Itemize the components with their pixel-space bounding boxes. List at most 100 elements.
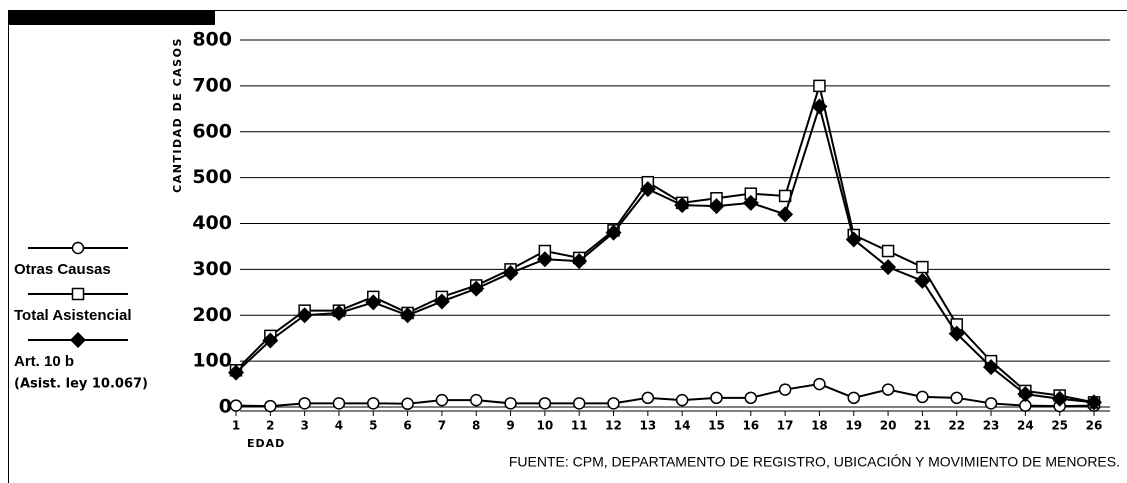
point	[950, 391, 963, 405]
y-tick-label: 100	[192, 350, 232, 372]
x-tick-label: 19	[845, 419, 862, 433]
x-tick-label: 25	[1051, 419, 1068, 433]
x-tick-label: 21	[914, 419, 931, 433]
x-tick-label: 24	[1017, 419, 1034, 433]
point	[469, 393, 483, 407]
point	[1017, 386, 1034, 403]
x-tick-label: 2	[266, 419, 274, 433]
y-tick-label: 500	[192, 166, 232, 188]
point	[948, 325, 965, 342]
point	[296, 307, 313, 324]
legend-label: Otras Causas	[14, 261, 111, 278]
x-axis-label: EDAD	[247, 437, 285, 450]
point	[639, 181, 656, 198]
x-tick-label: 7	[438, 419, 446, 433]
legend-label: Art. 10 b	[14, 353, 74, 370]
point	[401, 397, 414, 411]
x-tick-label: 20	[880, 419, 897, 433]
series-line	[235, 383, 1095, 408]
point	[847, 391, 861, 405]
x-tick-label: 17	[777, 419, 794, 433]
point	[811, 98, 828, 115]
point	[880, 259, 897, 276]
point	[571, 253, 588, 270]
point	[502, 265, 519, 282]
x-tick-label: 5	[369, 419, 377, 433]
point	[641, 391, 655, 405]
point	[572, 397, 586, 410]
point	[468, 280, 485, 297]
x-tick-label: 15	[708, 419, 725, 433]
point	[1086, 394, 1102, 411]
point	[538, 397, 552, 410]
point	[845, 231, 862, 248]
point	[710, 391, 723, 405]
x-tick-label: 8	[472, 419, 480, 433]
point	[229, 399, 243, 412]
point	[983, 359, 1000, 376]
point	[778, 383, 792, 396]
point	[435, 393, 449, 407]
point	[777, 206, 794, 223]
point	[536, 251, 553, 268]
point	[298, 397, 311, 410]
point	[330, 304, 347, 321]
header-bar	[8, 10, 215, 25]
x-tick-label: 6	[403, 419, 411, 433]
point	[881, 244, 895, 258]
x-tick-label: 13	[639, 419, 656, 433]
legend-marker	[70, 332, 86, 348]
point	[262, 332, 279, 349]
point	[813, 377, 826, 391]
point	[399, 307, 416, 324]
y-tick-label: 300	[192, 258, 232, 280]
point	[365, 294, 382, 311]
legend-note: (Asist. ley 10.067)	[14, 377, 148, 392]
x-tick-label: 22	[948, 419, 965, 433]
point	[916, 260, 929, 274]
x-tick-label: 4	[335, 419, 343, 433]
x-tick-label: 18	[811, 419, 828, 433]
point	[742, 194, 759, 211]
legend-marker	[71, 241, 85, 255]
point	[744, 391, 758, 405]
point	[813, 79, 826, 93]
point	[605, 224, 622, 241]
x-tick-label: 23	[983, 419, 1000, 433]
series-line	[235, 102, 1095, 404]
y-tick-label: 600	[192, 120, 232, 142]
point	[916, 390, 929, 404]
point	[914, 272, 931, 289]
point	[504, 397, 517, 410]
point	[607, 397, 620, 410]
x-tick-label: 26	[1086, 419, 1103, 433]
series-line	[235, 82, 1095, 404]
point	[675, 393, 689, 407]
x-tick-label: 16	[742, 419, 759, 433]
x-tick-label: 14	[674, 419, 691, 433]
legend-marker	[71, 287, 85, 301]
source: FUENTE: CPM, DEPARTAMENTO DE REGISTRO, U…	[509, 454, 1120, 470]
y-tick-label: 0	[219, 396, 232, 418]
point	[881, 383, 895, 396]
y-tick-label: 200	[192, 304, 232, 326]
point	[984, 397, 998, 410]
y-tick-label: 700	[192, 74, 232, 96]
point	[433, 293, 450, 310]
point	[674, 197, 691, 214]
y-tick-label: 400	[192, 212, 232, 234]
x-tick-label: 3	[300, 419, 308, 433]
point	[264, 399, 277, 413]
y-axis-label: CANTIDAD DE CASOS	[171, 37, 184, 193]
point	[367, 397, 380, 410]
point	[332, 397, 346, 410]
x-tick-label: 12	[605, 419, 622, 433]
point	[228, 364, 244, 381]
point	[1051, 390, 1068, 407]
legend-label: Total Asistencial	[14, 307, 132, 324]
x-tick-label: 9	[506, 419, 514, 433]
point	[708, 198, 725, 215]
y-tick-label: 800	[192, 29, 232, 51]
x-tick-label: 11	[571, 419, 588, 433]
